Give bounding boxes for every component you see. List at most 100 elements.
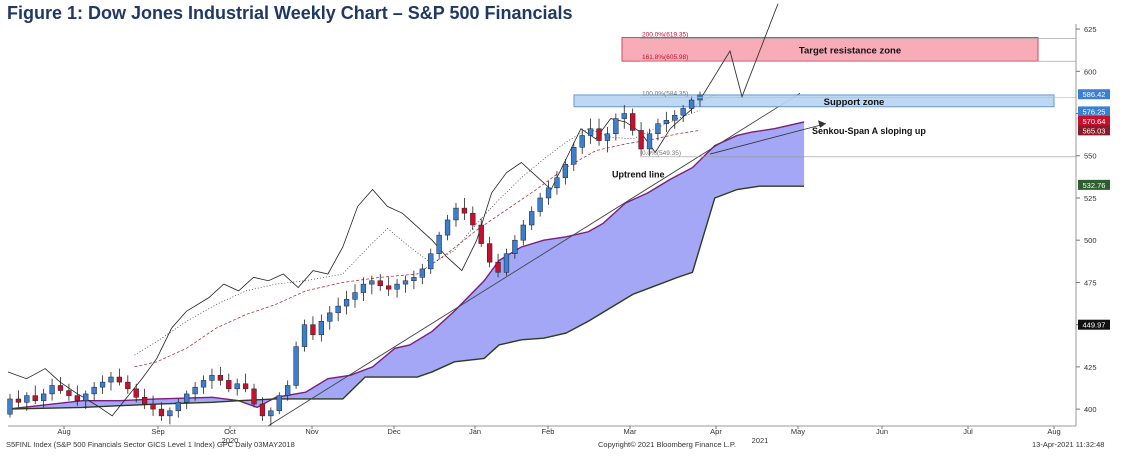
candle-body-75 (638, 130, 644, 150)
candle-body-9 (83, 393, 89, 401)
candle-body-32 (276, 395, 282, 412)
candle-body-26 (226, 380, 232, 390)
kijun-line (134, 130, 700, 368)
candle-body-65 (554, 177, 560, 189)
candle-body-63 (537, 197, 543, 212)
candle-body-49 (419, 268, 425, 278)
candle-body-1 (15, 398, 22, 403)
candle-body-48 (411, 277, 417, 281)
candle-body-67 (571, 147, 577, 165)
candle-body-57 (486, 243, 493, 263)
candle-body-10 (91, 386, 97, 395)
candle-body-69 (587, 128, 594, 136)
uptrend-annotation: Uptrend line (612, 170, 665, 180)
candle-body-47 (402, 280, 409, 285)
candle-body-19 (167, 410, 173, 417)
price-tag-2: 570.64 (1083, 117, 1106, 126)
fib-label-1: 161.8%(605.98) (642, 54, 688, 61)
x-tick-label-2: Oct (224, 427, 237, 436)
candle-body-23 (200, 380, 207, 388)
candle-body-28 (242, 383, 249, 390)
projection-path (702, 3, 779, 99)
candle-body-55 (470, 212, 476, 226)
price-tag-1: 576.25 (1083, 107, 1106, 116)
candle-body-45 (386, 285, 392, 290)
candle-body-5 (49, 385, 55, 395)
candle-body-8 (74, 395, 80, 401)
candle-body-53 (453, 207, 459, 221)
candle-body-81 (688, 99, 695, 109)
y-tick-label-475: 475 (1084, 278, 1097, 287)
year-label-2020: 2020 (222, 436, 239, 445)
candle-body-56 (478, 224, 484, 244)
candle-body-27 (234, 383, 240, 390)
candle-body-46 (394, 283, 400, 290)
candle-body-72 (613, 118, 619, 135)
price-tag-bg-4 (1078, 179, 1110, 190)
candle-body-17 (150, 403, 156, 410)
candle-body-62 (529, 211, 535, 226)
fib-label-3: 0.0%(549.35) (642, 150, 681, 157)
y-tick-label-425: 425 (1084, 363, 1097, 372)
candle-body-78 (663, 120, 669, 124)
senkou-arrow-line (709, 123, 827, 155)
price-tag-bg-1 (1078, 106, 1110, 117)
candle-body-21 (184, 393, 190, 403)
x-tick-label-4: Dec (387, 427, 401, 436)
candle-body-18 (158, 408, 165, 417)
x-tick-label-5: Jan (469, 427, 481, 436)
uptrend-line (267, 92, 801, 427)
candle-body-41 (352, 292, 358, 300)
candle-body-58 (495, 261, 501, 273)
candle-body-2 (24, 395, 30, 403)
y-tick-label-525: 525 (1084, 194, 1097, 203)
price-tag-4: 532.76 (1083, 181, 1106, 190)
price-tag-0: 586.42 (1083, 90, 1106, 99)
candle-body-12 (108, 376, 114, 383)
resistance-zone-label: Target resistance zone (799, 45, 901, 56)
support-zone (573, 94, 1055, 108)
x-tick-label-0: Aug (57, 427, 70, 436)
y-tick-label-625: 625 (1084, 25, 1097, 34)
price-tag-3: 565.03 (1083, 126, 1106, 135)
support-zone-label: Support zone (824, 97, 885, 108)
x-tick-label-3: Nov (305, 427, 319, 436)
candle-body-4 (41, 393, 47, 401)
fib-label-0: 200.0%(619.35) (642, 32, 688, 39)
candle-body-68 (579, 135, 585, 148)
candle-body-66 (562, 163, 569, 178)
annotations-layer: 200.0%(619.35) 161.8%(605.98) 100.0%(584.3… (612, 3, 1076, 180)
candle-body-15 (133, 388, 139, 398)
candle-body-14 (125, 381, 131, 390)
candle-body-43 (369, 280, 375, 285)
candle-body-59 (503, 253, 510, 273)
candle-body-61 (520, 224, 526, 241)
x-tick-label-7: Mar (624, 427, 637, 436)
candle-body-34 (293, 346, 299, 386)
candle-body-25 (217, 375, 224, 381)
price-tag-5: 449.97 (1083, 321, 1106, 330)
candle-body-80 (680, 108, 686, 116)
candle-body-30 (259, 403, 266, 417)
candle-body-36 (310, 324, 316, 336)
candle-body-6 (57, 385, 64, 391)
candle-body-44 (377, 280, 383, 287)
candle-body-38 (327, 312, 333, 322)
price-tag-bg-0 (1078, 89, 1110, 100)
tenkan-line (134, 109, 701, 356)
candle-body-22 (192, 386, 198, 395)
candle-body-76 (646, 133, 653, 150)
footer-copyright: Copyright© 2021 Bloomberg Finance L.P. (598, 440, 736, 449)
candle-body-70 (596, 128, 602, 141)
x-tick-label-6: Feb (542, 427, 555, 436)
senkou-arrow-head (818, 120, 826, 128)
candle-body-42 (360, 283, 367, 293)
y-tick-label-500: 500 (1084, 236, 1097, 245)
candle-body-11 (99, 381, 106, 388)
axis-layer: 400425450475500525550575600625AugSepOctN… (8, 24, 1110, 445)
footer-timestamp: 13-Apr-2021 11:32:48 (1032, 440, 1105, 449)
price-tag-bg-2 (1078, 115, 1110, 126)
x-tick-label-11: Jul (963, 427, 973, 436)
candle-body-13 (116, 376, 123, 383)
candle-body-20 (175, 402, 181, 412)
